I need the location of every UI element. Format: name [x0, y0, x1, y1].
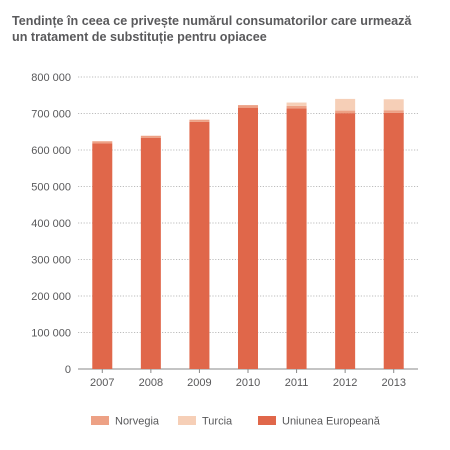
legend: Norvegia Turcia Uniunea Europeană [91, 416, 381, 428]
y-tick-label: 400 000 [31, 218, 71, 230]
legend-label: Uniunea Europeană [282, 416, 381, 428]
legend-swatch [178, 416, 196, 425]
y-tick-label: 800 000 [31, 72, 71, 84]
x-tick-label: 2012 [333, 377, 357, 389]
bar-2008-uniunea-europeană [140, 137, 161, 369]
legend-swatch [91, 416, 109, 425]
bar-2011-uniunea-europeană [286, 108, 307, 369]
bar-2011-norvegia [286, 105, 307, 109]
bar-2008-norvegia [140, 135, 161, 138]
x-tick-label: 2009 [187, 377, 211, 389]
y-tick-label: 0 [65, 364, 71, 376]
y-tick-label: 600 000 [31, 145, 71, 157]
bar-2009-uniunea-europeană [189, 121, 210, 370]
legend-label: Norvegia [115, 416, 160, 428]
bar-2013-turcia [383, 99, 404, 111]
bar-2010-norvegia [238, 105, 258, 108]
chart-title-line-2: un tratament de substituție pentru opiac… [12, 30, 267, 44]
bar-2012-turcia [335, 98, 356, 111]
y-tick-label: 700 000 [31, 109, 71, 121]
bar-2013-norvegia [383, 110, 404, 113]
x-tick-label: 2008 [139, 377, 163, 389]
chart-title: Tendințe în ceea ce privește numărul con… [12, 13, 442, 45]
legend-label: Turcia [202, 416, 233, 428]
bars [92, 98, 404, 370]
chart-title-line-1: Tendințe în ceea ce privește numărul con… [12, 14, 412, 28]
bar-2012-norvegia [335, 110, 356, 114]
bar-2013-uniunea-europeană [383, 112, 404, 370]
bar-2012-uniunea-europeană [335, 113, 356, 369]
bar-2007-uniunea-europeană [92, 143, 113, 369]
y-tick-label: 300 000 [31, 255, 71, 267]
bar-2010-uniunea-europeană [238, 107, 258, 369]
gridlines [78, 76, 418, 370]
x-axis: 2007 2008 2009 2010 2011 2012 2013 [90, 369, 406, 389]
bar-2007-norvegia [92, 141, 113, 144]
y-axis: 0 100 000 200 000 300 000 400 000 500 000 600 … [31, 72, 71, 376]
bar-2011-turcia [286, 102, 307, 106]
y-tick-label: 100 000 [31, 328, 71, 340]
x-tick-label: 2011 [285, 377, 309, 389]
x-tick-label: 2013 [381, 377, 405, 389]
x-tick-label: 2010 [236, 377, 260, 389]
bar-2009-norvegia [189, 119, 210, 122]
legend-swatch [258, 416, 276, 425]
y-tick-label: 200 000 [31, 291, 71, 303]
y-tick-label: 500 000 [31, 182, 71, 194]
x-tick-label: 2007 [90, 377, 114, 389]
